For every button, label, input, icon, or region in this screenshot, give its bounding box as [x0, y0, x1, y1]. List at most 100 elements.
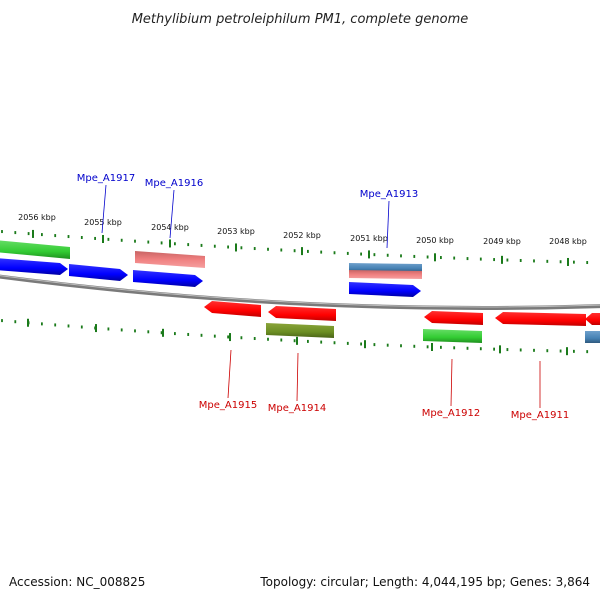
top-major-tick	[301, 247, 303, 256]
gene-feature	[133, 270, 203, 287]
bottom-minor-tick	[413, 344, 416, 348]
gene-label[interactable]: Mpe_A1911	[511, 410, 569, 421]
top-minor-tick	[307, 249, 309, 253]
top-minor-tick	[293, 249, 296, 253]
bottom-tick-track	[1, 318, 589, 356]
gene-label[interactable]: Mpe_A1917	[77, 173, 135, 184]
bottom-minor-tick	[573, 349, 575, 353]
bottom-minor-tick	[240, 336, 243, 340]
bottom-minor-tick	[559, 349, 562, 353]
bottom-minor-tick	[373, 343, 376, 347]
tick-label: 2051 kbp	[350, 234, 388, 243]
genome-backbone	[0, 274, 600, 310]
bottom-minor-tick	[586, 350, 589, 354]
top-minor-tick	[573, 260, 575, 264]
top-minor-tick	[426, 255, 429, 259]
top-major-tick	[235, 243, 237, 252]
bottom-minor-tick	[346, 341, 349, 345]
top-minor-tick	[41, 233, 43, 237]
bottom-minor-tick	[200, 333, 203, 337]
bottom-minor-tick	[54, 323, 57, 327]
top-minor-tick	[413, 254, 416, 258]
gene-label[interactable]: Mpe_A1916	[145, 178, 203, 189]
map-title: Methylibium petroleiphilum PM1, complete…	[132, 12, 469, 27]
top-minor-tick	[453, 256, 456, 260]
top-minor-tick	[493, 258, 495, 262]
gene-label-leader	[450, 358, 453, 407]
top-minor-tick	[506, 258, 509, 262]
bottom-minor-tick	[400, 344, 402, 348]
bottom-minor-tick	[187, 332, 190, 336]
gene-label[interactable]: Mpe_A1912	[422, 408, 480, 419]
bottom-minor-tick	[360, 342, 362, 346]
gene-label[interactable]: Mpe_A1914	[268, 403, 326, 414]
gene-label[interactable]: Mpe_A1915	[199, 400, 257, 411]
gene-feature	[495, 312, 586, 326]
tick-label: 2049 kbp	[483, 237, 521, 246]
top-minor-tick	[187, 243, 190, 247]
top-minor-tick	[1, 230, 3, 234]
bottom-minor-tick	[253, 337, 256, 341]
top-minor-tick	[533, 259, 535, 263]
bottom-major-tick	[95, 324, 97, 333]
gene-feature	[349, 263, 422, 272]
top-minor-tick	[14, 231, 17, 235]
gene-feature	[585, 313, 600, 325]
top-minor-tick	[346, 251, 349, 255]
bottom-major-tick	[431, 342, 433, 351]
gene-feature	[135, 251, 205, 268]
bottom-minor-tick	[80, 325, 83, 329]
gene-label-leader	[169, 189, 175, 239]
genome-backbone-highlight	[0, 275, 600, 308]
tick-label: 2056 kbp	[18, 213, 56, 222]
top-minor-tick	[586, 261, 589, 265]
bottom-major-tick	[364, 340, 366, 349]
bottom-minor-tick	[493, 347, 495, 351]
top-minor-tick	[67, 235, 70, 239]
tick-label: 2050 kbp	[416, 236, 454, 245]
bottom-minor-tick	[107, 327, 110, 331]
top-minor-tick	[213, 244, 216, 248]
bottom-minor-tick	[307, 339, 309, 343]
bottom-minor-tick	[546, 349, 549, 353]
top-major-tick	[169, 239, 171, 248]
tick-label: 2052 kbp	[283, 231, 321, 240]
bottom-minor-tick	[174, 332, 176, 336]
top-minor-tick	[386, 253, 389, 257]
top-major-tick	[501, 255, 503, 264]
gene-label[interactable]: Mpe_A1913	[360, 189, 418, 200]
top-minor-tick	[280, 248, 283, 252]
top-major-tick	[368, 250, 370, 259]
bottom-major-tick	[499, 345, 501, 354]
accession-text: Accession: NC_008825	[9, 575, 145, 589]
gene-label-leader	[386, 200, 390, 249]
tick-label: 2048 kbp	[549, 237, 587, 246]
bottom-minor-tick	[1, 319, 3, 323]
bottom-major-tick	[566, 347, 568, 356]
topology-text: Topology: circular; Length: 4,044,195 bp…	[259, 575, 590, 589]
top-minor-tick	[54, 234, 57, 238]
top-minor-tick	[94, 236, 96, 240]
bottom-minor-tick	[506, 348, 509, 352]
top-minor-tick	[120, 238, 123, 242]
bottom-minor-tick	[466, 346, 469, 350]
bottom-minor-tick	[320, 340, 323, 344]
bottom-major-tick	[229, 333, 231, 342]
top-minor-tick	[333, 251, 336, 255]
bottom-minor-tick	[120, 328, 123, 332]
gene-feature	[69, 264, 128, 281]
top-minor-tick	[227, 245, 229, 249]
gene-features	[0, 240, 600, 343]
top-minor-tick	[27, 232, 30, 236]
top-major-tick	[434, 253, 436, 262]
bottom-minor-tick	[440, 345, 442, 349]
tick-label: 2053 kbp	[217, 227, 255, 236]
bottom-minor-tick	[14, 320, 17, 324]
gene-feature	[349, 270, 422, 279]
bottom-minor-tick	[67, 324, 70, 328]
bottom-minor-tick	[426, 345, 429, 349]
bottom-minor-tick	[386, 343, 389, 347]
gene-feature	[0, 240, 70, 259]
